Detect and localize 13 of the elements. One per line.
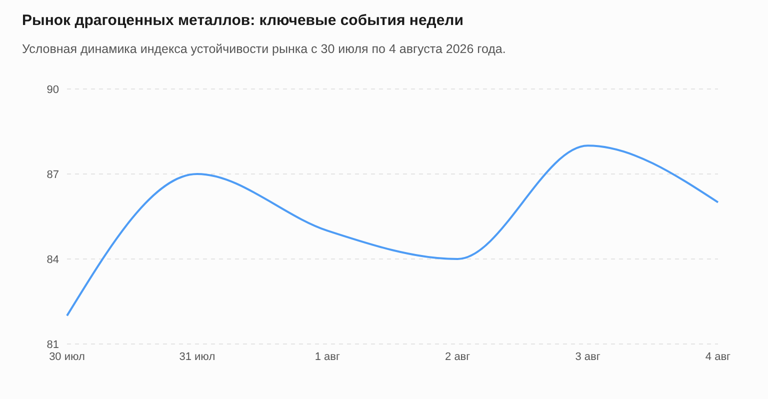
x-tick-label: 3 авг	[575, 350, 600, 363]
x-tick-label: 2 авг	[445, 350, 470, 363]
y-tick-label: 90	[46, 84, 59, 96]
x-tick-label: 31 июл	[179, 350, 216, 363]
x-tick-label: 30 июл	[49, 350, 85, 363]
y-tick-label: 87	[46, 168, 59, 181]
chart-title: Рынок драгоценных металлов: ключевые события недели	[22, 12, 464, 29]
y-tick-label: 81	[46, 338, 59, 351]
x-tick-label: 4 авг	[705, 350, 731, 363]
line-series	[66, 144, 719, 317]
x-tick-label: 1 авг	[314, 350, 340, 363]
chart-subtitle: Условная динамика индекса устойчивости рынка с 30 июля по 4 августа 2026 года.	[22, 42, 506, 56]
y-tick-label: 84	[46, 254, 59, 266]
